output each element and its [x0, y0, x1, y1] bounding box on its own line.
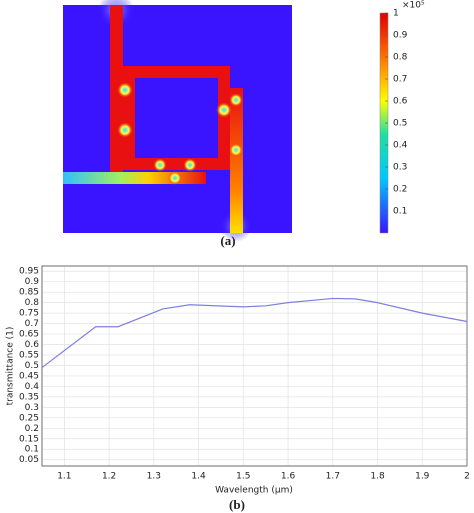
y-tick-label: 0.2 — [25, 424, 39, 434]
y-tick-label: 0.6 — [25, 340, 40, 350]
y-tick-label: 0.15 — [19, 434, 39, 444]
colorbar-tick-label: 0.1 — [393, 207, 407, 217]
x-tick-label: 1.3 — [147, 472, 161, 482]
y-tick-label: 0.4 — [25, 382, 40, 392]
y-tick-label: 0.3 — [25, 403, 39, 413]
colorbar-tick-label: 0.4 — [393, 141, 408, 151]
colorbar-tick-label: 0.9 — [393, 31, 408, 41]
x-tick-label: 1.9 — [415, 472, 430, 482]
x-tick-label: 1.5 — [236, 472, 250, 482]
y-tick-label: 0.95 — [19, 267, 39, 277]
y-tick-label: 0.75 — [19, 309, 39, 319]
y-tick-label: 0.85 — [19, 288, 39, 298]
x-tick-label: 2 — [464, 472, 470, 482]
x-tick-label: 1.4 — [191, 472, 206, 482]
x-tick-label: 1.7 — [326, 472, 340, 482]
x-tick-label: 1.8 — [370, 472, 385, 482]
plot-area — [41, 265, 468, 467]
colorbar-multiplier: ×10⁵ — [402, 1, 425, 11]
y-tick-label: 0.25 — [19, 413, 39, 423]
colorbar-tick-label: 0.7 — [393, 75, 407, 85]
caption: (b) — [229, 497, 245, 512]
plot-frame — [41, 265, 468, 467]
y-tick-label: 0.5 — [25, 361, 39, 371]
y-tick-label: 0.05 — [19, 455, 39, 465]
y-axis-label: transmittance (1) — [6, 327, 16, 406]
y-tick-label: 0.9 — [25, 277, 40, 287]
caption: (a) — [220, 233, 235, 248]
x-axis-label: Wavelength (µm) — [215, 486, 293, 496]
colorbar-tick-label: 0.5 — [393, 119, 407, 129]
field-map — [63, 0, 389, 242]
colorbar-tick-label: 0.3 — [393, 163, 407, 173]
y-tick-label: 0.45 — [19, 371, 39, 381]
y-tick-label: 0.7 — [25, 319, 39, 329]
colorbar-tick-label: 1 — [393, 9, 399, 19]
y-tick-label: 0.55 — [19, 351, 39, 361]
colorbar-tick-label: 0.2 — [393, 185, 407, 195]
y-tick-label: 0.1 — [25, 445, 39, 455]
x-tick-label: 1.1 — [57, 472, 71, 482]
y-tick-label: 0.65 — [19, 330, 39, 340]
y-tick-label: 0.8 — [25, 298, 40, 308]
y-tick-label: 0.35 — [19, 392, 39, 402]
colorbar-tick-label: 0.8 — [393, 53, 408, 63]
colorbar-tick-label: 0.6 — [393, 97, 408, 107]
x-tick-label: 1.6 — [281, 472, 296, 482]
x-tick-label: 1.2 — [102, 472, 116, 482]
data-line — [41, 297, 468, 369]
